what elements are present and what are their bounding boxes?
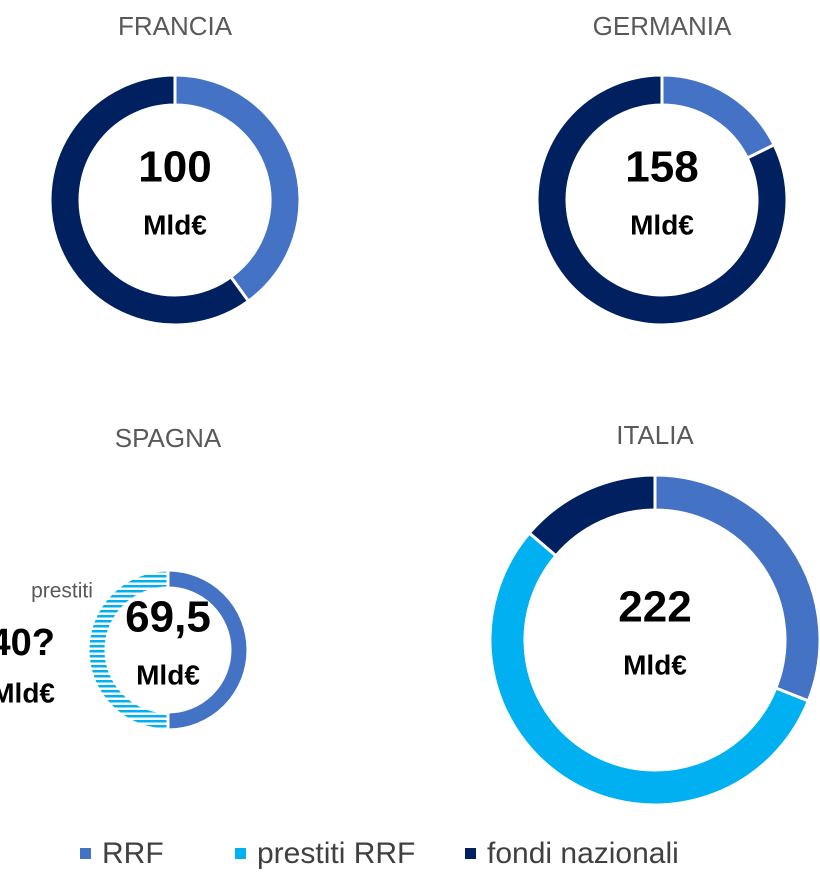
legend-label: fondi nazionali [487,837,679,870]
side-unit: Mld€ [0,677,55,708]
donut-segment [527,473,657,558]
legend-label: prestiti RRF [257,837,415,870]
center-unit: Mld€ [623,649,687,680]
side-value: 140? [0,622,55,664]
center-unit: Mld€ [136,659,200,690]
center-unit: Mld€ [630,209,694,240]
chart-title: SPAGNA [115,423,222,453]
center-value: 222 [618,583,691,632]
side-label: prestiti [31,580,93,603]
chart-title: GERMANIA [593,11,732,41]
donut-segment [48,73,251,327]
legend-swatch [80,848,91,859]
legend-label: RRF [102,837,164,870]
center-unit: Mld€ [143,209,207,240]
legend-swatch [235,848,246,859]
center-value: 158 [625,143,698,192]
chart-title: FRANCIA [118,11,233,41]
donut-segment [488,530,811,807]
chart-title: ITALIA [616,420,694,450]
center-value: 69,5 [125,593,211,642]
legend-swatch [465,848,476,859]
donut-segment [535,73,789,327]
center-value: 100 [138,143,211,192]
donut-segment [86,568,170,732]
